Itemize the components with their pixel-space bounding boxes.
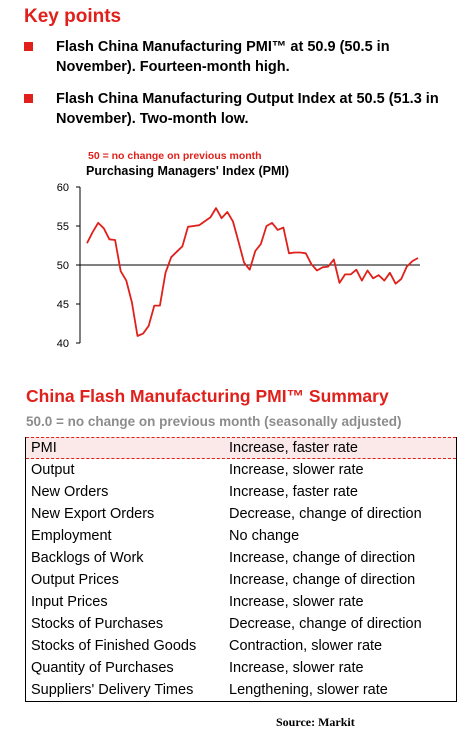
table-row: Stocks of Purchases Decrease, change of …	[26, 613, 456, 635]
row-indicator: Suppliers' Delivery Times	[31, 682, 194, 698]
bullet-square-icon	[24, 94, 33, 103]
row-indicator: PMI	[31, 440, 57, 456]
chart-annotation: 50 = no change on previous month	[88, 150, 262, 162]
row-status: Lengthening, slower rate	[229, 682, 388, 698]
y-tick-label: 50	[57, 260, 69, 272]
row-status: Contraction, slower rate	[229, 638, 383, 654]
chart-title: Purchasing Managers' Index (PMI)	[86, 164, 289, 178]
row-indicator: Employment	[31, 528, 112, 544]
key-points-title: Key points	[24, 6, 122, 27]
row-indicator: Stocks of Finished Goods	[31, 638, 197, 654]
pmi-series-line	[86, 207, 419, 337]
table-row: Employment No change	[26, 525, 456, 547]
y-tick-label: 40	[57, 338, 69, 350]
bullet-square-icon	[24, 42, 33, 51]
row-status: Increase, change of direction	[229, 550, 416, 566]
row-indicator: New Orders	[31, 484, 109, 500]
table-row: Suppliers' Delivery Times Lengthening, s…	[26, 679, 456, 701]
row-status: Decrease, change of direction	[229, 616, 422, 632]
table-row: Input Prices Increase, slower rate	[26, 591, 456, 613]
summary-table: PMI Increase, faster rate Output Increas…	[25, 437, 457, 702]
row-status: Increase, slower rate	[229, 462, 364, 478]
table-row: New Export Orders Decrease, change of di…	[26, 503, 456, 525]
table-row: Stocks of Finished Goods Contraction, sl…	[26, 635, 456, 657]
row-status: Increase, slower rate	[229, 594, 364, 610]
table-row: Quantity of Purchases Increase, slower r…	[26, 657, 456, 679]
row-indicator: Quantity of Purchases	[31, 660, 174, 676]
y-tick-label: 55	[57, 221, 69, 233]
row-status: Decrease, change of direction	[229, 506, 422, 522]
table-row: Output Prices Increase, change of direct…	[26, 569, 456, 591]
summary-subtitle: 50.0 = no change on previous month (seas…	[26, 414, 402, 429]
row-indicator: Stocks of Purchases	[31, 616, 164, 632]
row-indicator: Input Prices	[31, 594, 108, 610]
key-point-text: Flash China Manufacturing Output Index a…	[56, 91, 439, 127]
row-indicator: Backlogs of Work	[31, 550, 144, 566]
y-tick-label: 45	[57, 299, 69, 311]
row-indicator: Output Prices	[31, 572, 119, 588]
row-status: Increase, slower rate	[229, 660, 364, 676]
y-tick-label: 60	[57, 182, 69, 194]
key-point-text: Flash China Manufacturing PMI™ at 50.9 (…	[56, 39, 390, 75]
row-status: Increase, faster rate	[229, 440, 358, 456]
summary-title: China Flash Manufacturing PMI™ Summary	[26, 386, 389, 406]
table-row-pmi: PMI Increase, faster rate	[26, 437, 456, 459]
source-note: Source: Markit	[276, 715, 355, 729]
table-row: New Orders Increase, faster rate	[26, 481, 456, 503]
table-row: Output Increase, slower rate	[26, 459, 456, 481]
row-status: Increase, change of direction	[229, 572, 416, 588]
row-status: No change	[229, 528, 300, 544]
row-indicator: New Export Orders	[31, 506, 155, 522]
table-row: Backlogs of Work Increase, change of dir…	[26, 547, 456, 569]
row-indicator: Output	[31, 462, 75, 478]
pmi-line-chart: 50 = no change on previous month Purchas…	[57, 150, 420, 350]
row-status: Increase, faster rate	[229, 484, 358, 500]
